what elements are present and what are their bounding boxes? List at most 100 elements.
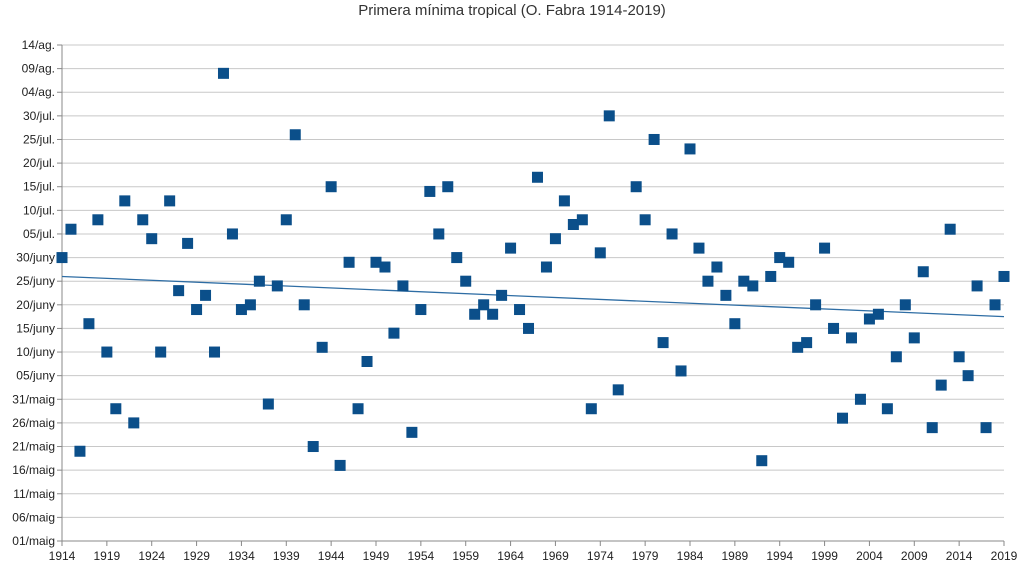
data-point: [92, 214, 104, 226]
data-point: [684, 143, 696, 155]
data-point: [639, 214, 651, 226]
y-tick-label: 06/maig: [12, 510, 55, 524]
data-point: [226, 228, 238, 240]
data-point: [217, 67, 229, 79]
y-tick-label: 16/maig: [12, 463, 55, 477]
y-tick-label: 05/juny: [16, 369, 55, 383]
data-point: [415, 304, 427, 316]
y-tick-label: 20/juny: [16, 298, 55, 312]
y-tick-label: 10/jul.: [23, 203, 55, 217]
data-point: [917, 266, 929, 278]
chart-title: Primera mínima tropical (O. Fabra 1914-2…: [358, 2, 666, 19]
data-point: [379, 261, 391, 273]
trendline-line: [61, 275, 1005, 318]
data-point: [711, 261, 723, 273]
x-tick-label: 1954: [408, 549, 435, 563]
x-tick-label: 1979: [632, 549, 659, 563]
data-point: [280, 214, 292, 226]
y-tick-label: 31/maig: [12, 392, 55, 406]
x-tick-label: 1964: [497, 549, 524, 563]
data-point: [989, 299, 1001, 311]
x-tick-label: 1924: [138, 549, 165, 563]
x-tick-label: 1944: [318, 549, 345, 563]
y-tick-label: 10/juny: [16, 345, 55, 359]
data-point: [182, 237, 194, 249]
x-tick-label: 1989: [722, 549, 749, 563]
y-tick-label: 30/jul.: [23, 109, 55, 123]
y-tick-label: 05/jul.: [23, 227, 55, 241]
x-tick-label: 1914: [49, 549, 76, 563]
y-tick-label: 20/jul.: [23, 156, 55, 170]
data-point: [585, 403, 597, 415]
data-point: [998, 270, 1010, 282]
data-point: [271, 280, 283, 292]
data-point: [540, 261, 552, 273]
data-point: [837, 412, 849, 424]
x-tick-label: 1939: [273, 549, 300, 563]
data-point: [74, 445, 86, 457]
trendline: [61, 275, 1005, 318]
data-point: [612, 384, 624, 396]
data-point: [765, 270, 777, 282]
x-tick-label: 2004: [856, 549, 883, 563]
data-point: [810, 299, 822, 311]
data-point: [388, 327, 400, 339]
data-point: [307, 441, 319, 453]
data-point: [110, 403, 122, 415]
y-tick-label: 15/jul.: [23, 180, 55, 194]
data-point: [971, 280, 983, 292]
x-axis-tick-labels: 1914 1919 1924 1929 1934 1939 1944 1949 1954 1959…: [49, 549, 1018, 563]
data-point: [505, 242, 517, 254]
y-tick-label: 25/jul.: [23, 132, 55, 146]
data-point: [235, 304, 247, 316]
data-point: [603, 110, 615, 122]
data-point: [845, 332, 857, 344]
x-tick-label: 1929: [183, 549, 210, 563]
data-point: [756, 455, 768, 467]
y-tick-label: 21/maig: [12, 440, 55, 454]
data-point: [56, 252, 68, 264]
data-point: [361, 355, 373, 367]
data-point: [128, 417, 140, 429]
y-tick-label: 01/maig: [12, 534, 55, 548]
data-point: [863, 313, 875, 325]
data-point: [594, 247, 606, 259]
data-point: [872, 308, 884, 320]
x-tick-label: 1959: [452, 549, 479, 563]
data-point: [397, 280, 409, 292]
data-point: [451, 252, 463, 264]
data-point: [819, 242, 831, 254]
data-point: [693, 242, 705, 254]
data-point: [442, 181, 454, 193]
x-tick-label: 1934: [228, 549, 255, 563]
data-point: [675, 365, 687, 377]
data-point: [424, 185, 436, 197]
data-point: [962, 370, 974, 382]
x-tick-label: 2014: [946, 549, 973, 563]
data-point: [478, 299, 490, 311]
data-point: [854, 393, 866, 405]
data-point: [738, 275, 750, 287]
y-tick-label: 04/ag.: [22, 85, 55, 99]
data-point: [244, 299, 256, 311]
data-point: [747, 280, 759, 292]
x-tick-label: 1949: [363, 549, 390, 563]
data-point: [926, 422, 938, 434]
y-tick-label: 25/juny: [16, 274, 55, 288]
y-axis-tick-labels: 01/maig 06/maig 11/maig 16/maig 21/maig 26/ma…: [12, 38, 55, 548]
y-tick-label: 11/maig: [13, 487, 55, 501]
data-point: [774, 252, 786, 264]
data-point: [792, 341, 804, 353]
x-tick-label: 1984: [677, 549, 704, 563]
data-point: [406, 426, 418, 438]
data-point: [908, 332, 920, 344]
data-point: [101, 346, 113, 358]
data-point: [334, 459, 346, 471]
data-point: [352, 403, 364, 415]
data-point: [146, 233, 158, 245]
data-point: [262, 398, 274, 410]
y-tick-label: 15/juny: [16, 321, 55, 335]
data-point: [558, 195, 570, 207]
data-point: [316, 341, 328, 353]
data-point: [944, 223, 956, 235]
